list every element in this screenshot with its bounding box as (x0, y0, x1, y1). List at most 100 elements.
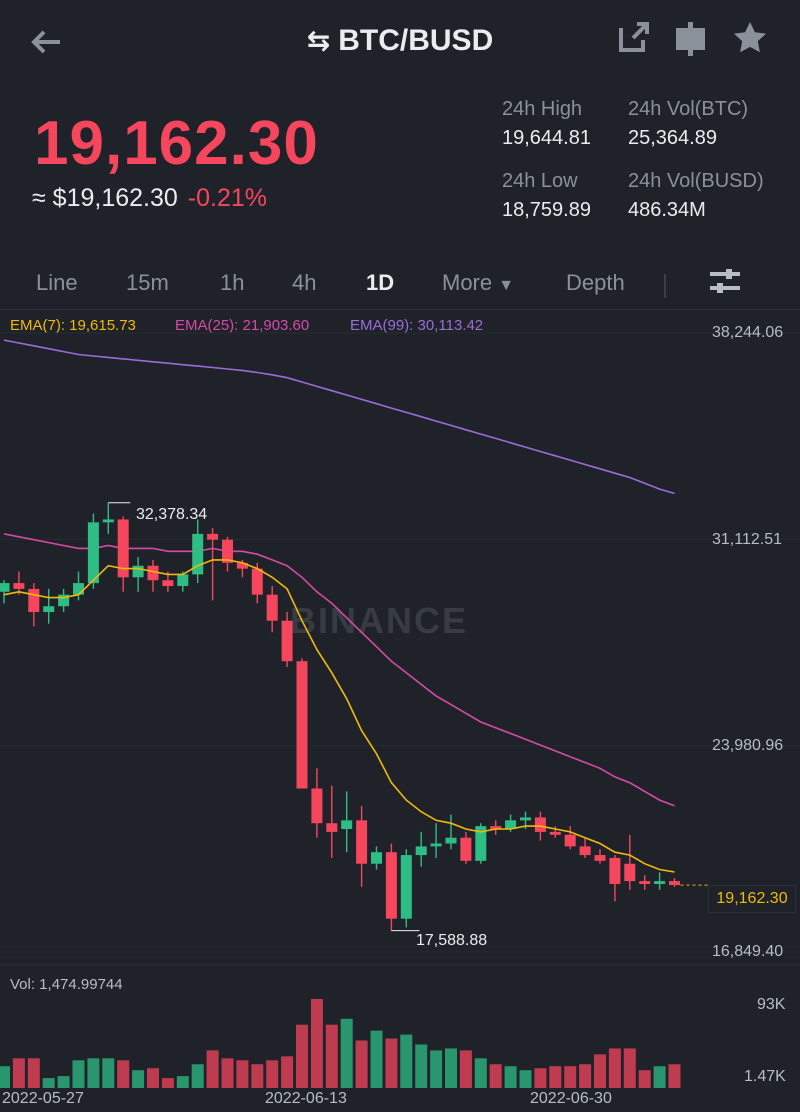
candle-body (311, 788, 323, 824)
candle-body (192, 533, 204, 575)
x-axis-label: 2022-05-27 (2, 1090, 84, 1107)
x-axis-label: 2022-06-30 (530, 1090, 612, 1107)
tab-separator (664, 274, 666, 298)
swap-arrows-icon: ⇆ (306, 25, 331, 56)
ema99-label: EMA(99): 30,113.42 (350, 317, 484, 334)
volume-bar (147, 1068, 159, 1088)
ema25-label: EMA(25): 21,903.60 (175, 317, 310, 334)
y-axis-label: 16,849.40 (712, 943, 784, 960)
candle-body (400, 855, 412, 919)
candle-body (445, 837, 457, 844)
candle-body (415, 846, 427, 856)
candlestick-chart[interactable] (0, 310, 800, 1112)
candle-body (236, 562, 248, 569)
candle-body (356, 820, 368, 864)
volume-bar (534, 1068, 547, 1088)
volume-bar (608, 1048, 621, 1088)
chart-settings-button[interactable] (708, 266, 742, 302)
volume-bar (102, 1058, 115, 1088)
candle-body (281, 620, 293, 662)
candle-body (296, 661, 308, 789)
x-axis-label: 2022-06-13 (265, 1090, 347, 1107)
share-button[interactable] (612, 20, 656, 64)
divider (0, 309, 800, 310)
volume-bar (623, 1048, 636, 1088)
tab-1d[interactable]: 1D (366, 270, 395, 295)
tab-line[interactable]: Line (36, 270, 78, 295)
ema7-line (3, 559, 675, 873)
stat-vol-busd-value: 486.34M (628, 199, 706, 221)
volume-bar (281, 1056, 294, 1088)
tab-depth[interactable]: Depth (566, 270, 625, 295)
volume-bar (325, 1024, 338, 1088)
share-icon (619, 22, 649, 52)
volume-bar (355, 1040, 368, 1088)
candle-body (549, 831, 561, 835)
binance-watermark: BINANCE (290, 600, 469, 641)
candle-body (534, 817, 546, 832)
volume-bar (504, 1066, 517, 1088)
y-axis-label: 38,244.06 (712, 324, 784, 341)
volume-bar (236, 1060, 249, 1088)
tab-1h[interactable]: 1h (220, 270, 245, 295)
star-icon (734, 22, 766, 53)
back-button[interactable] (26, 22, 70, 62)
volume-bar (266, 1060, 279, 1088)
tab-more[interactable]: More ▼ (442, 270, 514, 296)
ema25-line (3, 533, 675, 807)
volume-bar (400, 1034, 413, 1088)
favorite-button[interactable] (728, 20, 772, 64)
stat-low-label: 24h Low (502, 170, 578, 192)
volume-bar (445, 1048, 457, 1088)
volume-bar (459, 1050, 472, 1088)
pair-label: BTC/BUSD (338, 24, 494, 57)
tab-more-label: More (442, 270, 493, 295)
candle-body (654, 881, 666, 884)
candle-body (564, 834, 576, 847)
candle-body (341, 820, 353, 830)
candle-body (177, 574, 189, 586)
candle-body (266, 594, 278, 621)
price-change: -0.21% (187, 184, 268, 212)
candle-body (326, 823, 338, 832)
volume-bar (161, 1078, 174, 1088)
candle-body (102, 519, 114, 523)
volume-bar (206, 1050, 219, 1088)
tab-15m[interactable]: 15m (126, 270, 169, 295)
candle-body (520, 817, 531, 821)
volume-bar (72, 1060, 85, 1088)
candle-body (207, 533, 219, 540)
candle-body (669, 881, 680, 886)
stat-low: 24h Low 18,759.89 (502, 170, 591, 222)
low-marker-label: 17,588.88 (416, 932, 488, 949)
volume-bar (12, 1058, 25, 1088)
volume-bar (415, 1044, 428, 1088)
volume-bar (489, 1064, 502, 1088)
volume-bar (310, 998, 323, 1088)
pair-title[interactable]: ⇆ BTC/BUSD (0, 24, 800, 58)
last-price: 19,162.30 (34, 109, 319, 178)
usd-price: ≈ $19,162.30 (32, 184, 178, 212)
volume-bar (296, 1024, 308, 1088)
stat-vol-busd: 24h Vol(BUSD) 486.34M (628, 170, 764, 222)
split-view-button[interactable] (668, 20, 712, 64)
volume-bar (474, 1058, 487, 1088)
candle-body (117, 519, 129, 578)
candle-body (222, 539, 233, 563)
stat-high-label: 24h High (502, 98, 583, 120)
candle-body (579, 846, 591, 856)
volume-bar (370, 1030, 383, 1088)
candle-body (460, 837, 472, 861)
split-view-icon (676, 22, 705, 56)
candle-body (0, 583, 10, 592)
tab-4h[interactable]: 4h (292, 270, 317, 295)
candle-body (13, 583, 25, 589)
candle-body (371, 852, 382, 864)
volume-bar (340, 1018, 353, 1088)
volume-bar (519, 1070, 532, 1088)
volume-bar (653, 1066, 666, 1088)
volume-bar (42, 1078, 55, 1088)
volume-bar (579, 1064, 592, 1088)
candle-body (73, 583, 84, 595)
volume-bar (668, 1064, 681, 1088)
